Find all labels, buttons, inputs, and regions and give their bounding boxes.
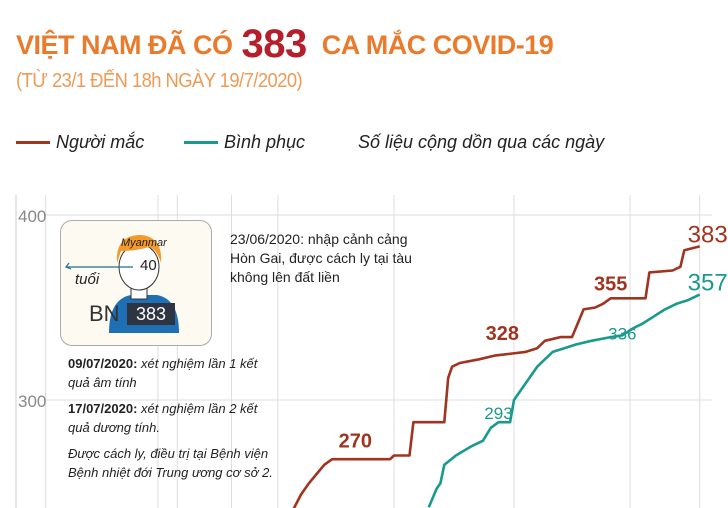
y-tick-label: 300 xyxy=(18,392,46,411)
grid: 300 400 xyxy=(15,195,712,508)
entry-note: 23/06/2020: nhập cảnh cảng Hòn Gai, được… xyxy=(230,231,412,285)
cases-line xyxy=(292,245,701,508)
patient-id-prefix: BN xyxy=(89,301,120,326)
data-label: 336 xyxy=(608,324,636,343)
data-label: 357 xyxy=(688,270,728,297)
legend-label: Người mắc xyxy=(56,132,145,152)
patient-id-number: 383 xyxy=(127,303,175,325)
patient-age-label: tuổi xyxy=(75,271,100,288)
patient-age: 40 xyxy=(140,257,157,274)
legend-swatch xyxy=(184,141,218,144)
series-lines xyxy=(292,245,701,508)
page-title: VIỆT NAM ĐÃ CÓ 383 CA MẮC COVID-19 xyxy=(16,22,554,67)
legend-note: Số liệu cộng dồn qua các ngày xyxy=(358,132,605,152)
legend-swatch xyxy=(16,141,50,144)
subtitle: (TỪ 23/1 ĐẾN 18h NGÀY 19/7/2020) xyxy=(16,70,303,92)
data-label: 270 xyxy=(339,431,372,453)
treatment-note: Được cách ly, điều trị tại Bệnh viện Bện… xyxy=(68,446,273,480)
test2-date: 17/07/2020: xyxy=(68,401,138,416)
data-label: 328 xyxy=(486,323,519,345)
patient-nationality: Myanmar xyxy=(121,237,167,249)
title-suffix: CA MẮC COVID-19 xyxy=(321,30,554,60)
legend-item-cases: Người mắc xyxy=(16,132,144,153)
test2-text: xét nghiệm lần 2 kết quả dương tính. xyxy=(68,401,258,435)
timeline-notes: 09/07/2020: xét nghiệm lần 1 kết quả âm … xyxy=(68,354,278,489)
y-tick-label: 400 xyxy=(18,207,46,226)
legend-item-recovered: Bình phục xyxy=(184,132,305,153)
data-label: 293 xyxy=(484,404,512,423)
legend-label: Bình phục xyxy=(224,132,306,152)
title-number: 383 xyxy=(241,22,308,66)
test1-date: 09/07/2020: xyxy=(68,356,138,371)
test1-text: xét nghiệm lần 1 kết quả âm tính xyxy=(68,356,258,390)
data-label: 355 xyxy=(594,273,627,295)
data-labels: 270 328 355 383 293 336 357 xyxy=(339,221,728,452)
recovered-line xyxy=(427,293,701,508)
data-label: 383 xyxy=(688,221,728,248)
title-prefix: VIỆT NAM ĐÃ CÓ xyxy=(16,30,233,60)
patient-card: Myanmar 40 tuổi BN 383 xyxy=(60,220,212,346)
